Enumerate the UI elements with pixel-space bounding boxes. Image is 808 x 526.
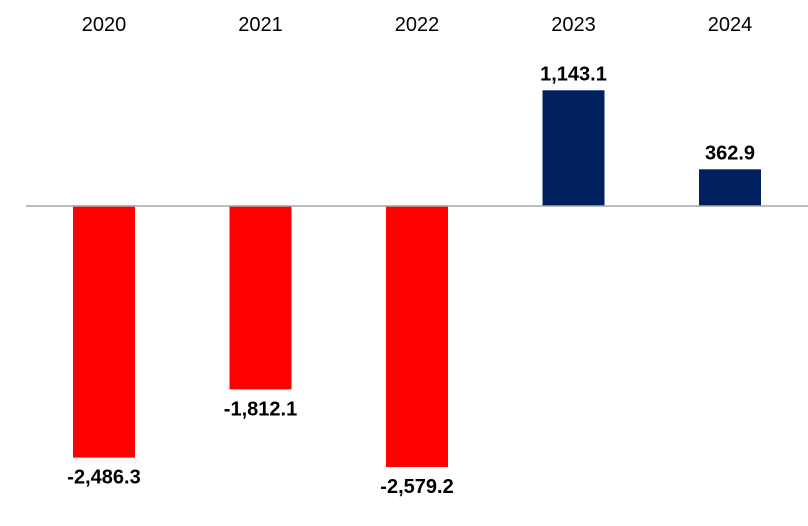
category-label-2020: 2020 [82, 14, 127, 36]
value-label-2020: -2,486.3 [67, 467, 140, 489]
bar-2022 [386, 206, 448, 467]
value-label-2023: 1,143.1 [540, 63, 607, 85]
bar-2021 [229, 206, 292, 390]
category-labels-group: 2020 2021 2022 2023 2024 [82, 14, 753, 36]
value-label-2022: -2,579.2 [380, 476, 453, 498]
value-labels-group: -2,486.3 -1,812.1 -2,579.2 1,143.1 362.9 [67, 63, 755, 498]
bar-2023 [542, 90, 605, 206]
category-label-2023: 2023 [551, 14, 596, 36]
value-label-2021: -1,812.1 [224, 398, 297, 420]
bar-2024 [699, 169, 761, 206]
bar-2020 [73, 206, 135, 458]
category-label-2022: 2022 [395, 14, 440, 36]
category-label-2024: 2024 [708, 14, 753, 36]
bars-group [73, 90, 761, 467]
value-label-2024: 362.9 [705, 142, 755, 164]
category-label-2021: 2021 [238, 14, 283, 36]
